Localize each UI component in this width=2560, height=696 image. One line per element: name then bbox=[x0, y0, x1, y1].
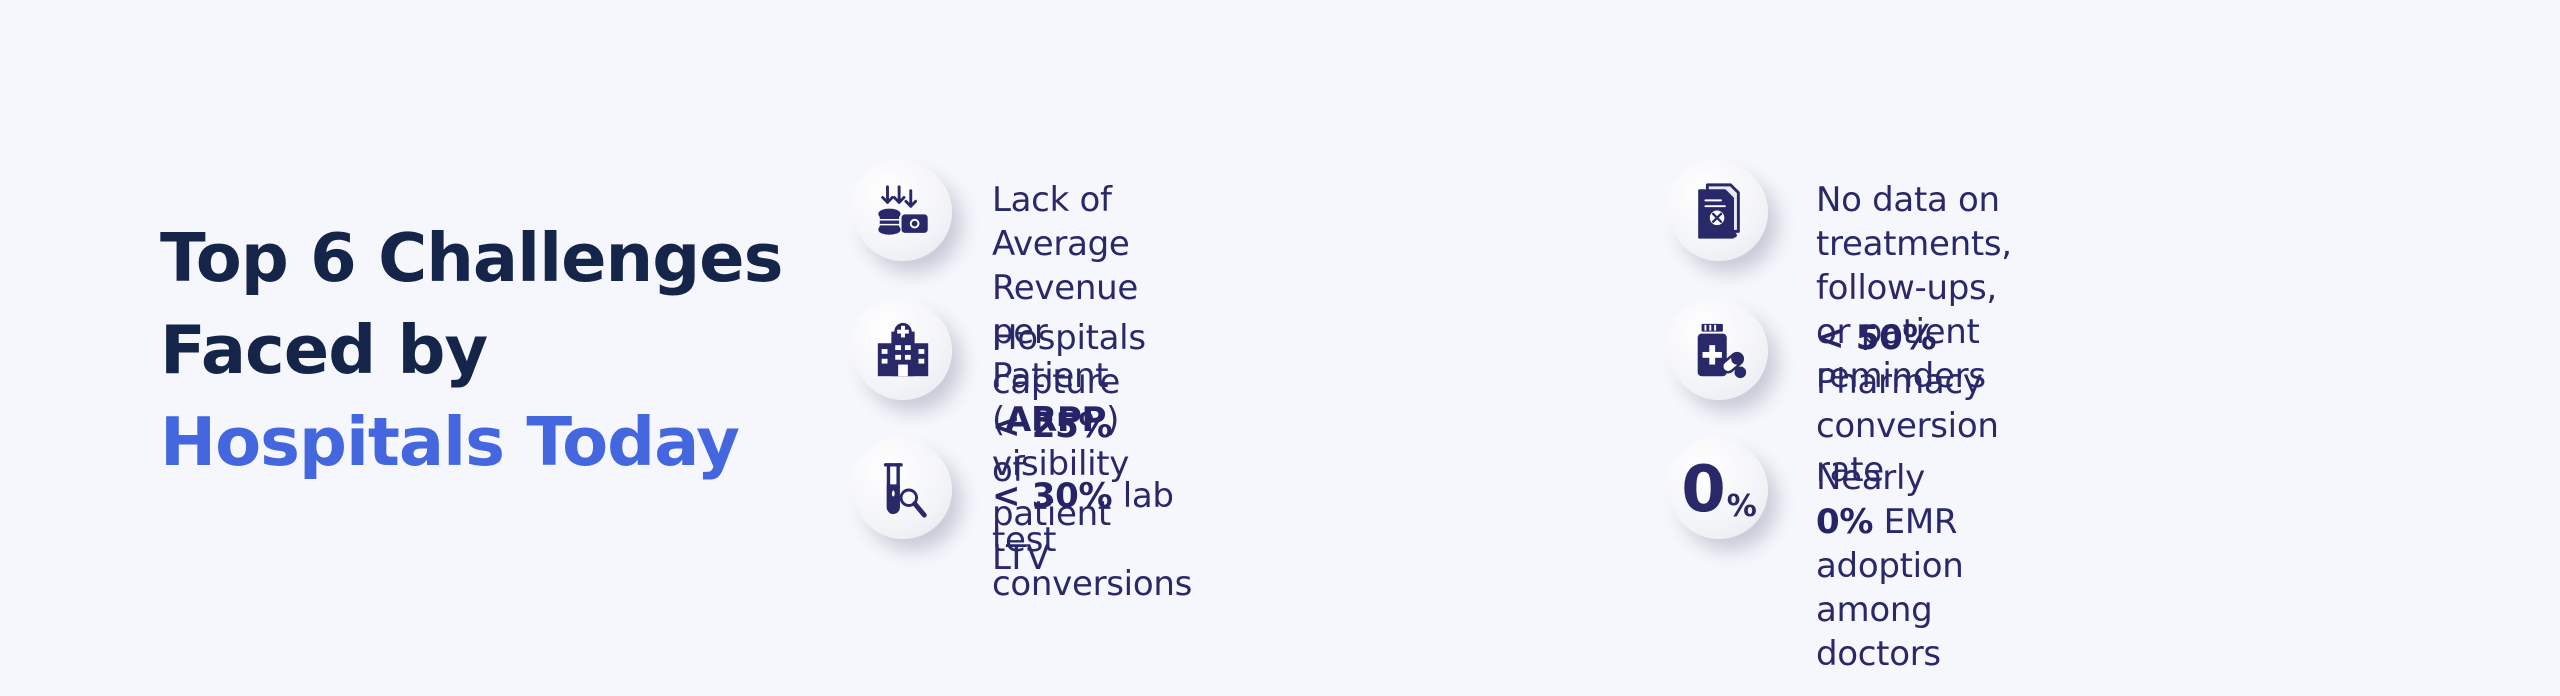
pharmacy-medicine-icon bbox=[1670, 302, 1768, 400]
zero-percent-icon: 0% bbox=[1670, 441, 1768, 539]
lab-test-tube-magnifier-icon bbox=[854, 441, 952, 539]
challenge-text: No data on treatments, follow-ups, or pat… bbox=[1816, 180, 2012, 396]
challenge-text: < 30% lab test conversions bbox=[992, 476, 1192, 604]
document-search-icon bbox=[1670, 163, 1768, 261]
revenue-down-coins-icon bbox=[854, 163, 952, 261]
challenge-text: Lack of Average Revenue per Patient (ARPP… bbox=[992, 180, 1138, 484]
title-line-3: Hospitals Today bbox=[160, 403, 740, 481]
highlight-value: < 25% bbox=[992, 406, 1113, 446]
icon-zero-glyph: 0 bbox=[1681, 453, 1726, 527]
challenge-text: < 50% Pharmacy conversion rate bbox=[1816, 318, 1999, 490]
challenge-text: Nearly 0% EMR adoption among doctors bbox=[1816, 458, 1964, 674]
challenge-text: Hospitals capture < 25% of patient LTV bbox=[992, 318, 1146, 578]
highlight-value: 0% bbox=[1816, 502, 1874, 542]
title-line-1: Top 6 Challenges bbox=[160, 219, 783, 297]
highlight-value: < 50% bbox=[1816, 318, 1937, 358]
hospital-building-icon bbox=[854, 302, 952, 400]
highlight-value: ARPP bbox=[1004, 400, 1107, 440]
highlight-value: < 30% bbox=[992, 476, 1113, 516]
page-title: Top 6 Challenges Faced by Hospitals Toda… bbox=[160, 212, 783, 488]
icon-percent-glyph: % bbox=[1726, 489, 1757, 524]
title-line-2: Faced by bbox=[160, 311, 488, 389]
